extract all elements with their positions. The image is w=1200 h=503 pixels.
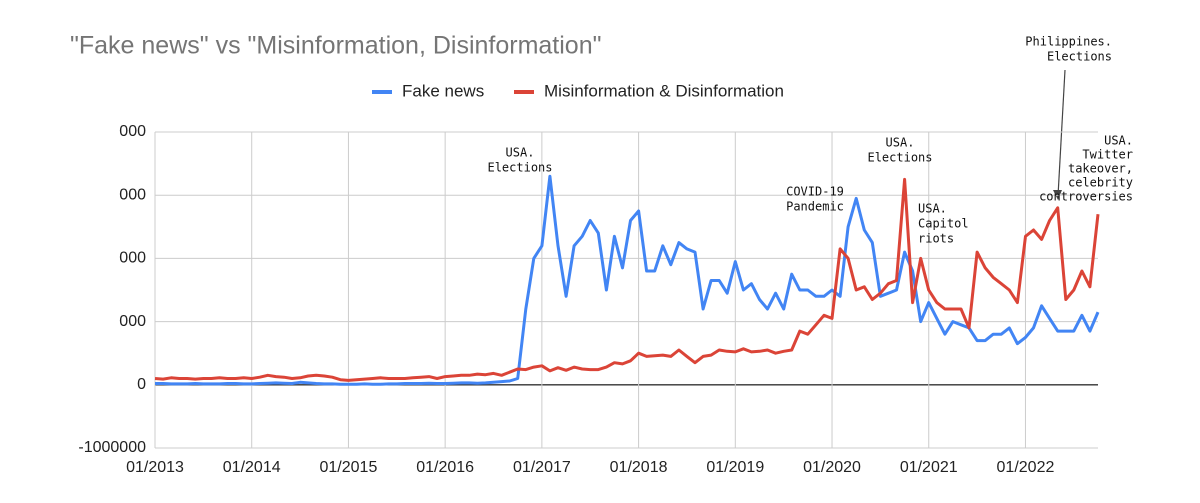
annotation-arrow — [1057, 69, 1066, 197]
x-tick-label: 01/2016 — [416, 459, 474, 476]
annotation: Capitol — [918, 217, 969, 231]
legend-label: Misinformation & Disinformation — [544, 81, 784, 100]
series-line — [155, 174, 1100, 386]
x-tick-label: 01/2013 — [126, 459, 184, 476]
annotation: USA. — [918, 202, 947, 216]
annotation: Twitter — [1082, 148, 1133, 162]
y-tick-label: -1000000 — [78, 439, 146, 456]
annotation: Pandemic — [786, 200, 844, 214]
x-tick-label: 01/2022 — [997, 459, 1055, 476]
y-tick-label: 000 — [119, 250, 146, 267]
annotation: USA. — [1104, 134, 1133, 148]
annotation: riots — [918, 232, 954, 246]
x-tick-label: 01/2019 — [706, 459, 764, 476]
y-tick-label: 000 — [119, 313, 146, 330]
x-tick-label: 01/2017 — [513, 459, 571, 476]
legend-label: Fake news — [402, 81, 484, 100]
annotation: celebrity — [1068, 176, 1133, 190]
annotation: USA. — [886, 136, 915, 150]
annotation: USA. — [506, 146, 535, 160]
annotation: Elections — [487, 161, 552, 175]
annotation: Elections — [867, 151, 932, 165]
y-tick-label: 000 — [119, 186, 146, 203]
series-line — [154, 177, 1100, 382]
annotation: controversies — [1039, 190, 1133, 204]
annotation: COVID-19 — [786, 185, 844, 199]
x-tick-label: 01/2014 — [223, 459, 281, 476]
x-tick-label: 01/2020 — [803, 459, 861, 476]
annotation: Philippines. — [1025, 35, 1112, 49]
x-tick-label: 01/2018 — [610, 459, 668, 476]
annotation: Elections — [1047, 50, 1112, 64]
chart-title: "Fake news" vs "Misinformation, Disinfor… — [70, 32, 602, 60]
x-tick-label: 01/2015 — [320, 459, 378, 476]
y-tick-label: 000 — [119, 123, 146, 140]
y-tick-label: 0 — [137, 376, 146, 393]
x-tick-label: 01/2021 — [900, 459, 958, 476]
annotation: takeover, — [1068, 162, 1133, 176]
